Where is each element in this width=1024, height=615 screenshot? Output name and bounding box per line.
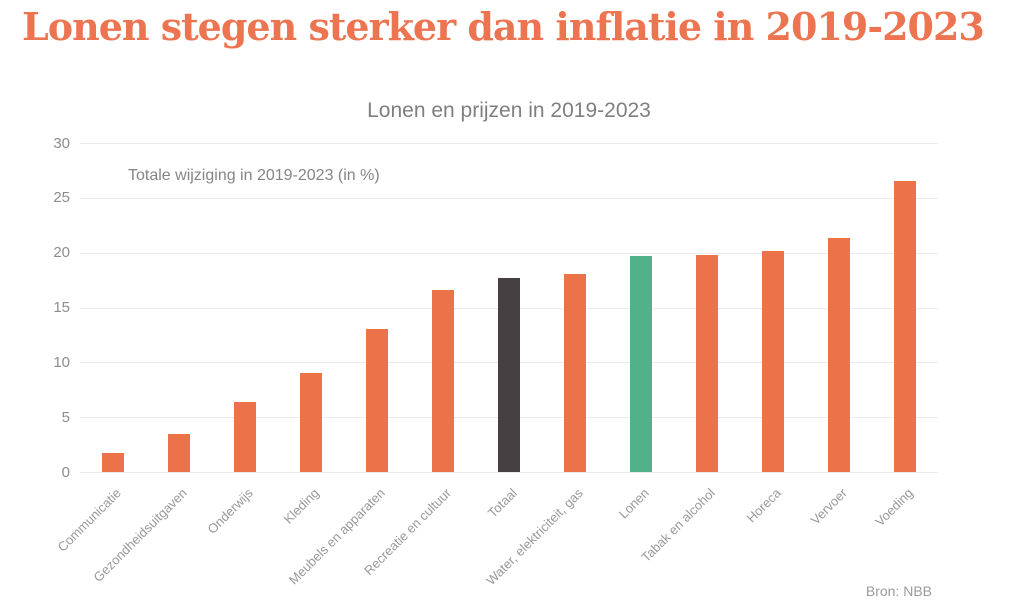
chart-title: Lonen en prijzen in 2019-2023 xyxy=(367,99,651,122)
y-tick-label: 30 xyxy=(53,134,70,152)
y-tick-label: 5 xyxy=(61,408,70,426)
y-tick-label: 20 xyxy=(53,244,70,262)
y-tick-label: 25 xyxy=(53,189,70,207)
bar-water-elektriciteit-gas xyxy=(564,274,586,473)
gridline-y-25 xyxy=(80,197,938,199)
bar-onderwijs xyxy=(234,402,256,473)
gridline-y-30 xyxy=(80,143,938,144)
gridline-y-20 xyxy=(80,252,938,254)
bar-kleding xyxy=(300,372,322,473)
gridline-y-0 xyxy=(80,472,938,473)
page-title: Lonen stegen sterker dan inflatie in 201… xyxy=(22,4,985,49)
bar-tabak-en-alcohol xyxy=(696,255,718,473)
bar-gezondheidsuitgaven xyxy=(168,434,190,473)
chart-annotation: Totale wijziging in 2019-2023 (in %) xyxy=(128,167,380,184)
source-note: Bron: NBB xyxy=(865,583,932,599)
x-axis-label: Communicatie xyxy=(54,485,124,555)
bar-vervoer xyxy=(828,237,850,473)
bar-meubels-en-apparaten xyxy=(366,328,388,473)
bar-voeding xyxy=(894,180,916,473)
y-tick-label: 10 xyxy=(53,353,70,371)
bar-communicatie xyxy=(102,452,124,473)
bar-totaal xyxy=(498,278,520,473)
y-tick-label: 15 xyxy=(53,299,70,316)
bar-recreatie-en-cultuur xyxy=(432,290,454,473)
bar-lonen xyxy=(630,256,652,473)
y-tick-label: 0 xyxy=(61,463,70,481)
bar-horeca xyxy=(762,250,784,473)
